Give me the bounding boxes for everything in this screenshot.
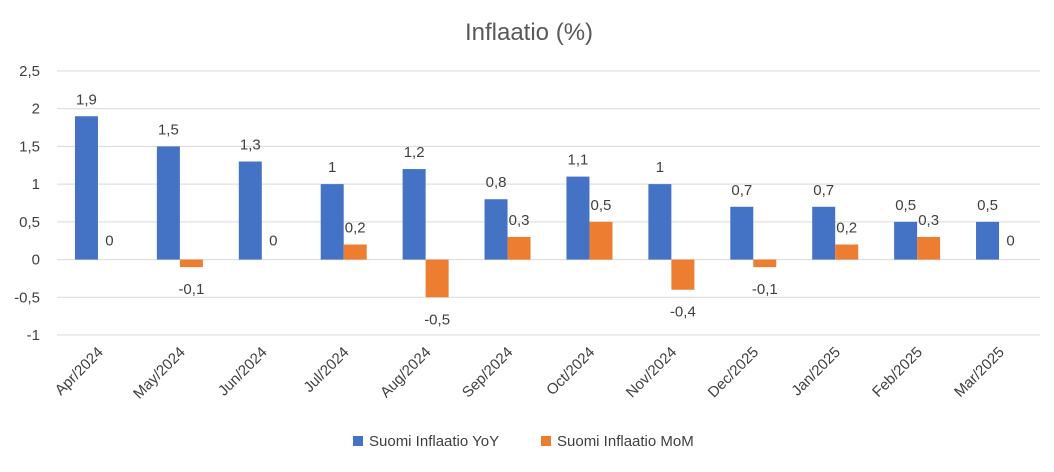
legend: Suomi Inflaatio YoY Suomi Inflaatio MoM <box>353 433 694 450</box>
yoy-bar <box>894 221 918 260</box>
yoy-bar <box>566 176 590 260</box>
yoy-data-label: 0,5 <box>895 197 916 214</box>
x-tick-label: Mar/2025 <box>951 344 1008 401</box>
yoy-bar <box>402 169 426 260</box>
legend-label: Suomi Inflaatio MoM <box>557 433 694 450</box>
yoy-bar <box>484 199 508 260</box>
data-labels: 1,9 0 1,5 -0,1 1,3 0 1 0,2 1,2 -0,5 0,8 0,3 1,1 0,5 1 -… <box>76 91 1015 328</box>
yoy-bar <box>976 221 1000 260</box>
legend-item-mom: Suomi Inflaatio MoM <box>541 433 694 450</box>
legend-label: Suomi Inflaatio YoY <box>369 433 499 450</box>
mom-bar <box>753 259 777 268</box>
yoy-data-label: 1,3 <box>240 137 261 154</box>
yoy-data-label: 1 <box>656 159 664 176</box>
x-tick-label: Nov/2024 <box>623 344 680 401</box>
yoy-bar <box>648 184 672 260</box>
mom-bar <box>917 236 941 260</box>
yoy-data-label: 1,5 <box>158 121 179 138</box>
yoy-bar <box>320 184 344 260</box>
x-tick-label: Apr/2024 <box>52 344 107 399</box>
x-tick-label: May/2024 <box>130 344 189 403</box>
yoy-data-label: 0,7 <box>731 182 752 199</box>
mom-data-label: -0,4 <box>670 304 696 321</box>
mom-bar <box>671 259 695 290</box>
yoy-data-label: 0,8 <box>486 174 507 191</box>
legend-item-yoy: Suomi Inflaatio YoY <box>353 433 499 450</box>
x-tick-label: Sep/2024 <box>459 344 516 401</box>
yoy-data-label: 1,9 <box>76 91 97 108</box>
x-axis-ticks: Apr/2024 May/2024 Jun/2024 Jul/2024 Aug/2024… <box>52 344 1008 403</box>
mom-data-label: -0,5 <box>424 311 450 328</box>
yoy-bar <box>156 146 180 260</box>
yoy-bar <box>238 161 262 260</box>
mom-data-label: 0,3 <box>509 212 530 229</box>
chart-title: Inflaatio (%) <box>465 19 593 46</box>
x-tick-label: Jan/2025 <box>788 344 844 400</box>
yoy-bar <box>812 206 836 260</box>
y-tick-label: 1 <box>32 176 40 193</box>
y-tick-label: 2 <box>32 101 40 118</box>
yoy-data-label: 1 <box>328 159 336 176</box>
mom-data-label: 0 <box>269 233 277 250</box>
mom-data-label: 0 <box>1006 233 1014 250</box>
mom-data-label: 0,3 <box>918 212 939 229</box>
x-tick-label: Dec/2025 <box>705 344 762 401</box>
bars <box>74 116 1000 298</box>
mom-bar <box>589 221 613 260</box>
y-tick-label: 1,5 <box>19 138 40 155</box>
mom-data-label: 0,2 <box>836 219 857 236</box>
mom-bar <box>343 244 367 260</box>
x-tick-label: Feb/2025 <box>869 344 926 401</box>
mom-bar <box>507 236 531 260</box>
yoy-data-label: 1,1 <box>568 152 589 169</box>
y-tick-label: 0,5 <box>19 214 40 231</box>
yoy-bar <box>74 116 98 260</box>
mom-data-label: -0,1 <box>178 281 204 298</box>
y-tick-label: -1 <box>27 327 40 344</box>
yoy-bar <box>730 206 754 260</box>
y-axis-ticks: 2,5 2 1,5 1 0,5 0 -0,5 -1 <box>14 63 40 344</box>
mom-data-label: -0,1 <box>752 281 778 298</box>
y-tick-label: 0 <box>32 252 40 269</box>
yoy-data-label: 0,7 <box>813 182 834 199</box>
yoy-data-label: 0,5 <box>977 197 998 214</box>
x-tick-label: Jul/2024 <box>300 344 352 396</box>
x-tick-label: Jun/2024 <box>215 344 271 400</box>
mom-data-label: 0 <box>105 233 113 250</box>
mom-data-label: 0,2 <box>345 219 366 236</box>
mom-data-label: 0,5 <box>591 197 612 214</box>
yoy-data-label: 1,2 <box>404 144 425 161</box>
y-tick-label: -0,5 <box>14 289 40 306</box>
mom-bar <box>425 259 449 298</box>
gridlines <box>57 70 1040 336</box>
mom-bar <box>835 244 859 260</box>
legend-swatch <box>353 436 363 446</box>
mom-bar <box>179 259 203 268</box>
x-tick-label: Aug/2024 <box>377 344 434 401</box>
legend-swatch <box>541 436 551 446</box>
x-tick-label: Oct/2024 <box>543 344 598 399</box>
y-tick-label: 2,5 <box>19 63 40 80</box>
